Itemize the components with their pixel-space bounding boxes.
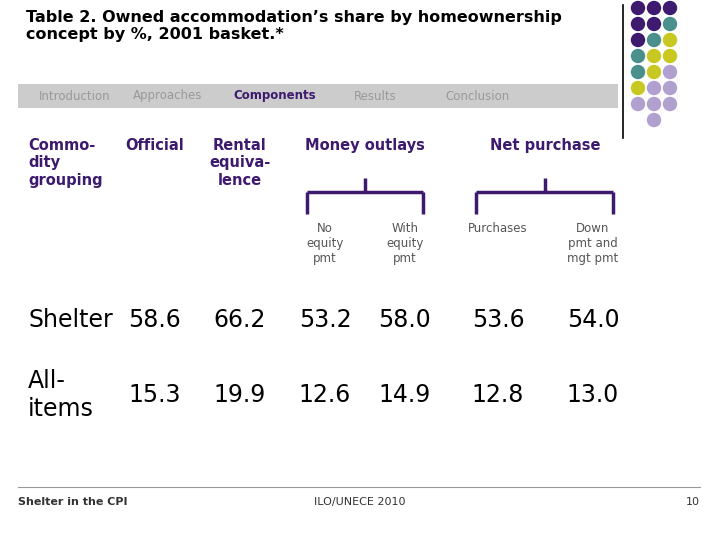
Text: No
equity
pmt: No equity pmt <box>306 222 343 265</box>
Circle shape <box>647 17 660 30</box>
Text: 66.2: 66.2 <box>214 308 266 332</box>
Circle shape <box>647 50 660 63</box>
Text: 15.3: 15.3 <box>129 383 181 407</box>
Text: Shelter in the CPI: Shelter in the CPI <box>18 497 127 507</box>
Text: 19.9: 19.9 <box>214 383 266 407</box>
Text: Official: Official <box>125 138 184 153</box>
Text: Approaches: Approaches <box>133 90 203 103</box>
Text: Down
pmt and
mgt pmt: Down pmt and mgt pmt <box>567 222 618 265</box>
Text: Conclusion: Conclusion <box>446 90 510 103</box>
Text: Commo-
dity
grouping: Commo- dity grouping <box>28 138 103 188</box>
Text: 58.0: 58.0 <box>379 308 431 332</box>
Circle shape <box>647 33 660 46</box>
Circle shape <box>664 98 677 111</box>
Text: Purchases: Purchases <box>468 222 528 235</box>
Text: 12.6: 12.6 <box>299 383 351 407</box>
Text: All-
items: All- items <box>28 369 94 421</box>
Circle shape <box>647 2 660 15</box>
FancyBboxPatch shape <box>18 84 618 108</box>
Text: 53.6: 53.6 <box>472 308 524 332</box>
Text: Money outlays: Money outlays <box>305 138 425 153</box>
Text: 54.0: 54.0 <box>567 308 619 332</box>
Text: Introduction: Introduction <box>39 90 111 103</box>
Text: 14.9: 14.9 <box>379 383 431 407</box>
Circle shape <box>664 17 677 30</box>
Text: Rental
equiva-
lence: Rental equiva- lence <box>210 138 271 188</box>
Circle shape <box>664 82 677 94</box>
Circle shape <box>647 65 660 78</box>
Circle shape <box>664 65 677 78</box>
Circle shape <box>631 50 644 63</box>
Text: Components: Components <box>234 90 316 103</box>
Circle shape <box>664 33 677 46</box>
Text: Results: Results <box>354 90 397 103</box>
Circle shape <box>631 33 644 46</box>
Text: Shelter: Shelter <box>28 308 113 332</box>
Text: Net purchase: Net purchase <box>490 138 600 153</box>
Circle shape <box>647 82 660 94</box>
Circle shape <box>664 2 677 15</box>
Text: 10: 10 <box>686 497 700 507</box>
Text: 13.0: 13.0 <box>567 383 619 407</box>
Text: With
equity
pmt: With equity pmt <box>387 222 423 265</box>
Circle shape <box>631 82 644 94</box>
Circle shape <box>664 50 677 63</box>
Circle shape <box>647 113 660 126</box>
Text: Table 2. Owned accommodation’s share by homeownership
concept by %, 2001 basket.: Table 2. Owned accommodation’s share by … <box>26 10 562 43</box>
Text: 12.8: 12.8 <box>472 383 524 407</box>
Circle shape <box>647 98 660 111</box>
Circle shape <box>631 17 644 30</box>
Text: 58.6: 58.6 <box>129 308 181 332</box>
Text: ILO/UNECE 2010: ILO/UNECE 2010 <box>314 497 406 507</box>
Circle shape <box>631 2 644 15</box>
Circle shape <box>631 98 644 111</box>
Text: 53.2: 53.2 <box>299 308 351 332</box>
Circle shape <box>631 65 644 78</box>
